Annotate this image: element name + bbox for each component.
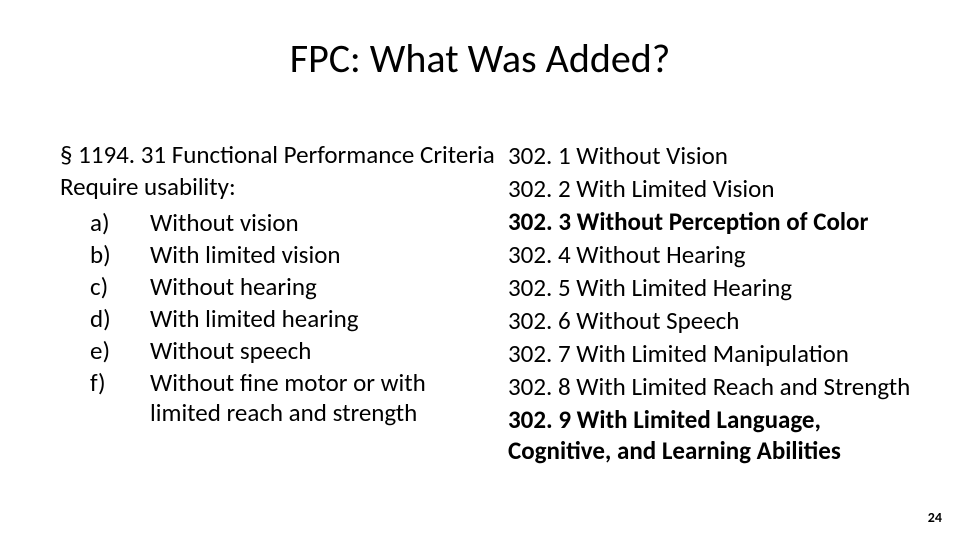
list-item: 302. 8 With Limited Reach and Strength [508,371,924,402]
right-column: 302. 1 Without Vision 302. 2 With Limite… [502,140,924,468]
list-item-label: e) [60,336,150,366]
list-item: a) Without vision [60,208,502,238]
lettered-list: a) Without vision b) With limited vision… [60,208,502,428]
list-item-text: Without hearing [150,272,502,302]
list-item-text: Without speech [150,336,502,366]
list-item: b) With limited vision [60,240,502,270]
list-item: 302. 4 Without Hearing [508,239,924,270]
list-item-label: b) [60,240,150,270]
list-item: 302. 7 With Limited Manipulation [508,338,924,369]
list-item: c) Without hearing [60,272,502,302]
list-item: f) Without fine motor or with limited re… [60,368,502,428]
content-columns: § 1194. 31 Functional Performance Criter… [60,140,924,468]
list-item-label: a) [60,208,150,238]
list-item: 302. 9 With Limited Language, Cognitive,… [508,404,924,466]
list-item: 302. 3 Without Perception of Color [508,206,924,237]
left-intro-section-ref: § 1194. 31 Functional Performance Criter… [60,140,502,170]
list-item-label: f) [60,368,150,428]
list-item-label: d) [60,304,150,334]
list-item-text: Without vision [150,208,502,238]
list-item: 302. 5 With Limited Hearing [508,272,924,303]
list-item-text: With limited hearing [150,304,502,334]
list-item: 302. 6 Without Speech [508,305,924,336]
list-item-label: c) [60,272,150,302]
left-column: § 1194. 31 Functional Performance Criter… [60,140,502,468]
list-item: d) With limited hearing [60,304,502,334]
list-item: 302. 1 Without Vision [508,140,924,171]
list-item-text: With limited vision [150,240,502,270]
list-item: e) Without speech [60,336,502,366]
page-number: 24 [928,509,942,526]
list-item: 302. 2 With Limited Vision [508,173,924,204]
list-item-text: Without fine motor or with limited reach… [150,368,502,428]
slide-title: FPC: What Was Added? [0,34,960,83]
slide: FPC: What Was Added? § 1194. 31 Function… [0,0,960,540]
left-intro-require: Require usability: [60,172,502,202]
